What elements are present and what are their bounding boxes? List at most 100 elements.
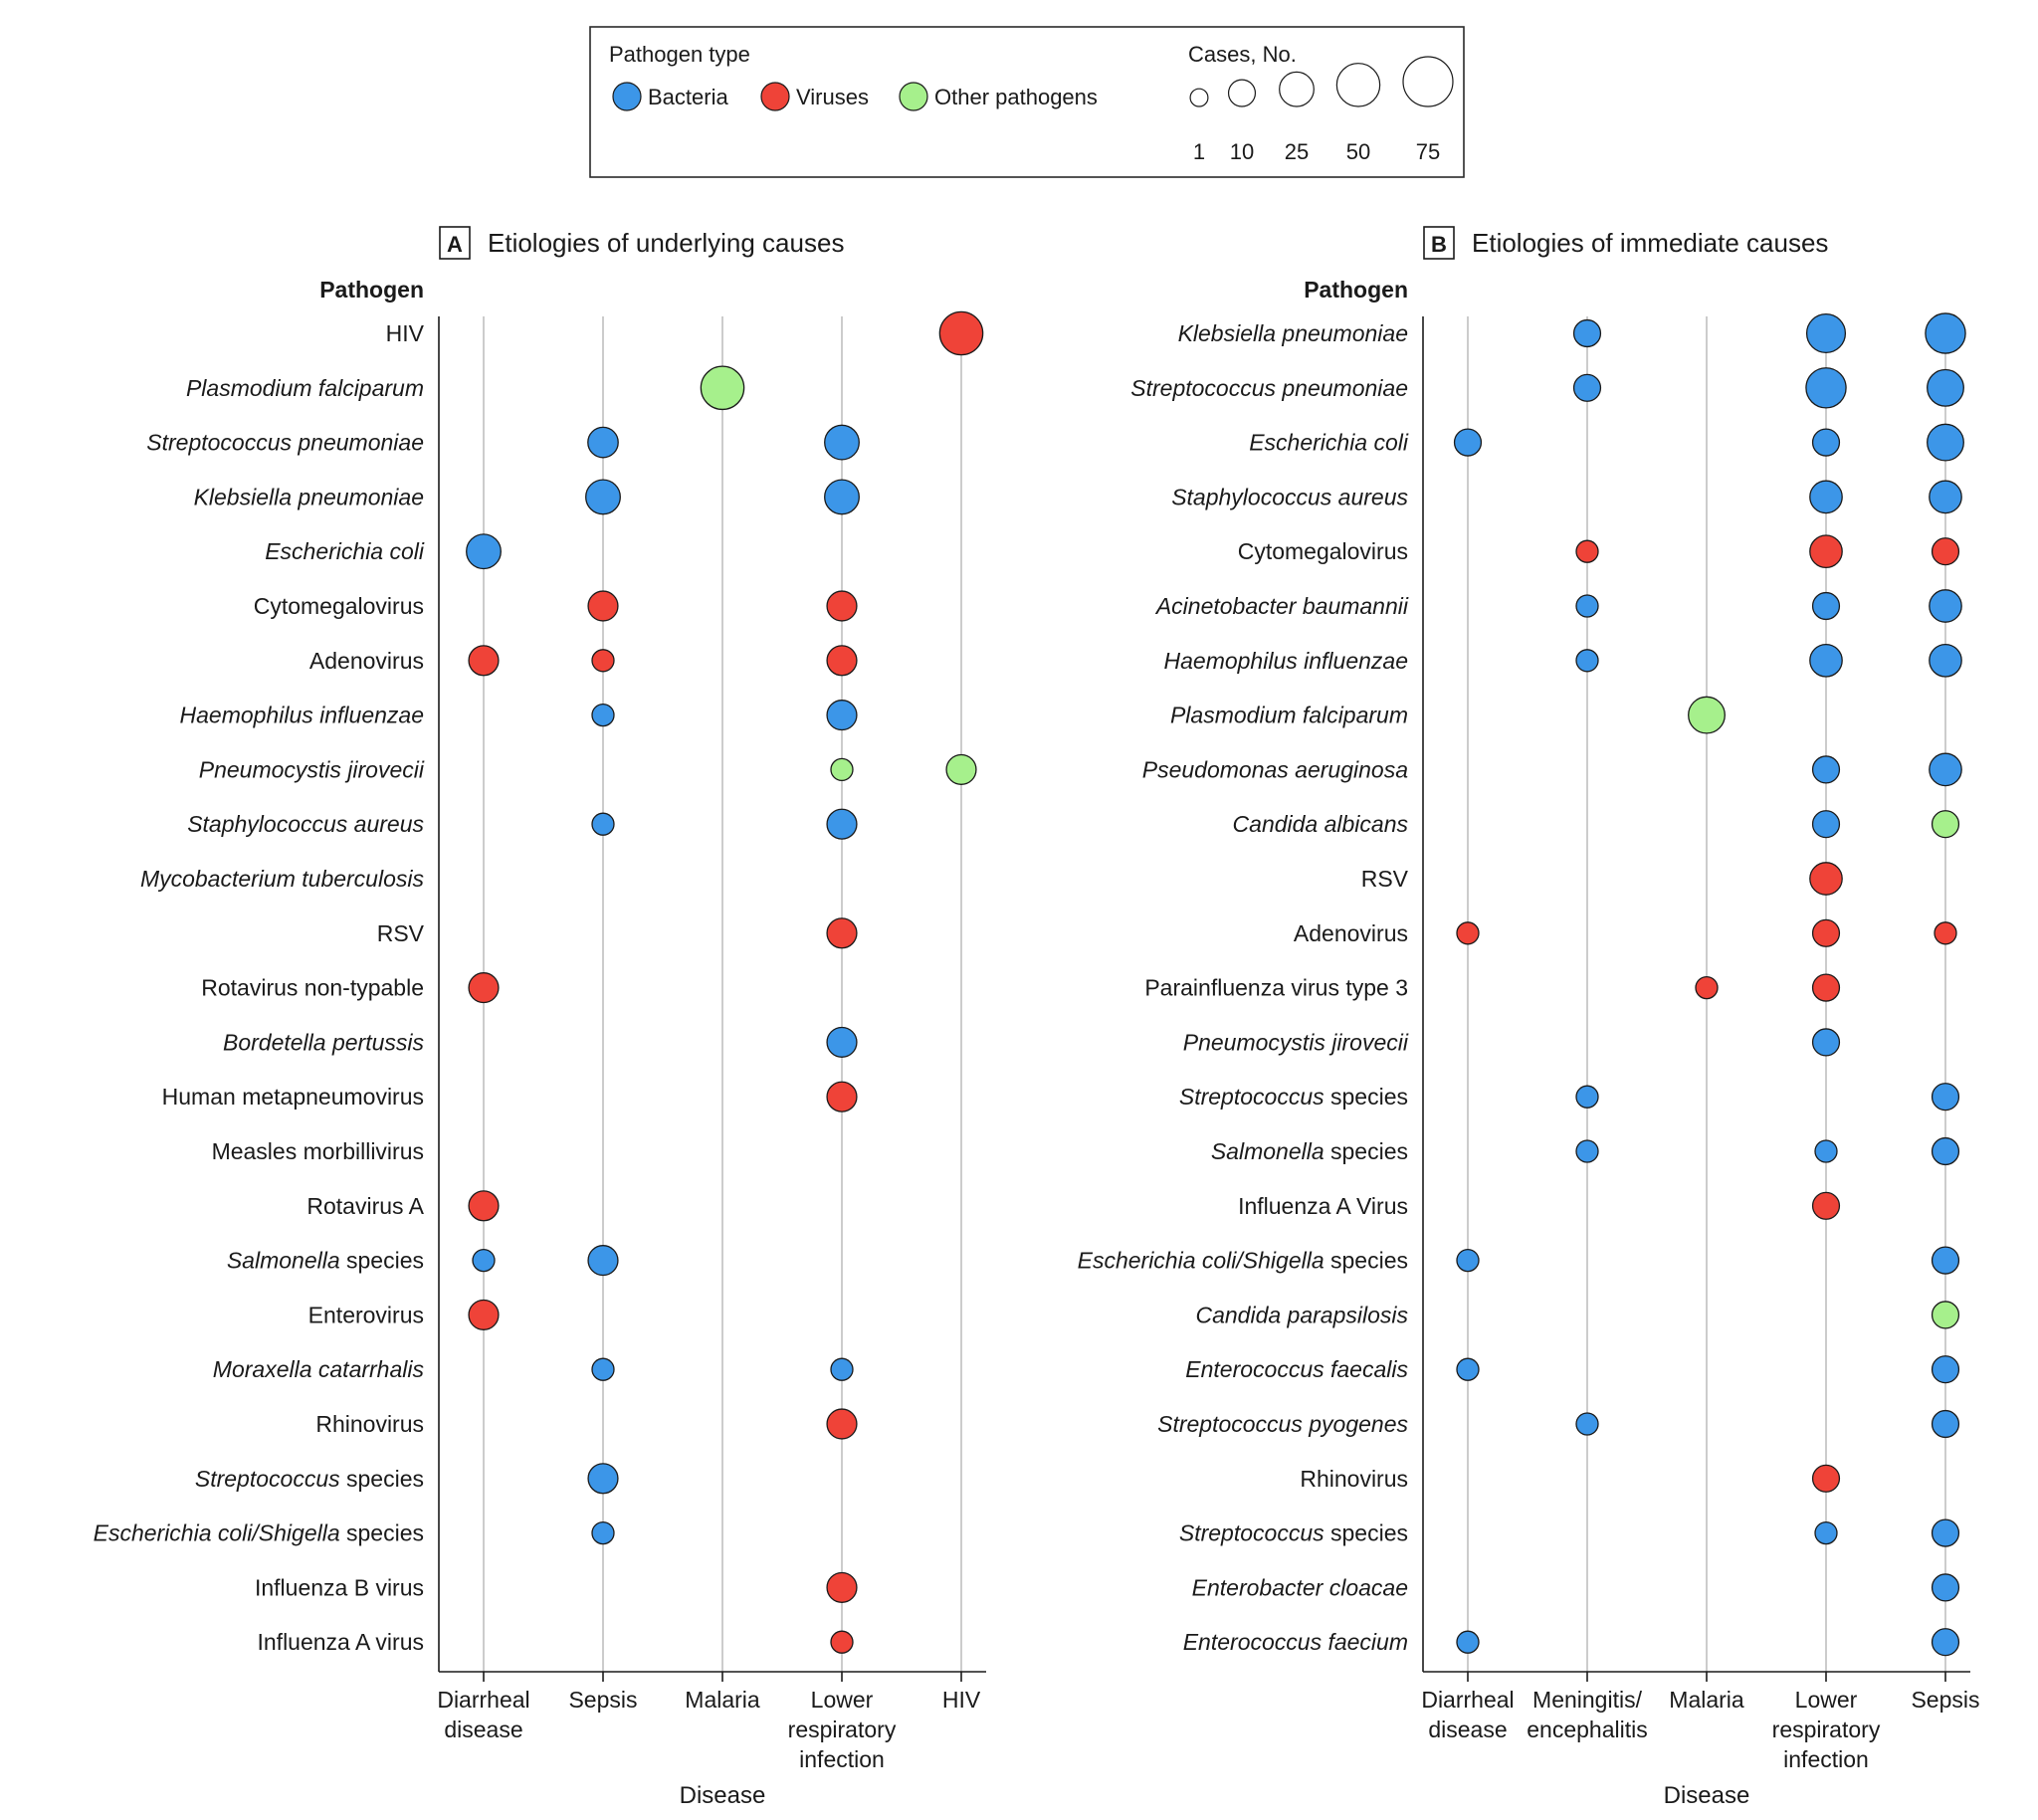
panel-a-bubble	[466, 533, 502, 570]
legend-size-circle-75	[1402, 56, 1454, 107]
panel-b-bubble	[1809, 534, 1843, 569]
panel-a-bubble	[472, 1248, 496, 1273]
panel-a-pathogen-label: Measles morbillivirus	[212, 1138, 424, 1164]
panel-b-bubble	[1931, 1246, 1960, 1275]
panel-b-bubble	[1931, 1518, 1960, 1547]
legend-type-title: Pathogen type	[609, 42, 750, 67]
panel-a-bubble	[591, 703, 615, 727]
panel-b-ylabel: Pathogen	[1304, 277, 1408, 303]
panel-a-pathogen-label: Streptococcus species	[195, 1466, 424, 1492]
panel-b-bubble	[1929, 643, 1962, 678]
panel-b-pathogen-label: Haemophilus influenzae	[1164, 648, 1409, 674]
panel-a-bubble	[826, 1571, 858, 1603]
panel-a-bubble	[587, 426, 619, 459]
panel-a-pathogen-label: Enterovirus	[308, 1302, 424, 1327]
legend-swatch-bacteria	[612, 82, 642, 111]
panel-a-letter-box	[439, 226, 471, 260]
legend-swatch-viruses	[760, 82, 790, 111]
panel-a-bubble	[938, 310, 984, 356]
panel-b-bubble	[1931, 1628, 1960, 1657]
panel-b-bubble	[1805, 367, 1847, 409]
panel-b-pathogen-label: Plasmodium falciparum	[1170, 703, 1408, 728]
panel-b-pathogen-label: Klebsiella pneumoniae	[1178, 320, 1408, 346]
panel-a-bubble	[826, 808, 858, 840]
legend-swatch-other	[899, 82, 928, 111]
panel-a-pathogen-label: Klebsiella pneumoniae	[194, 484, 424, 509]
panel-b-bubble	[1814, 1139, 1838, 1163]
panel-b-bubble	[1811, 1028, 1841, 1057]
legend-size-label-25: 25	[1285, 139, 1309, 164]
panel-b-bubble	[1929, 480, 1962, 514]
panel-b-bubble	[1572, 318, 1602, 348]
panel-a-bubble	[826, 1026, 858, 1058]
panel-b-x-tick-label: Malaria	[1669, 1687, 1744, 1713]
panel-b-bubble	[1811, 591, 1841, 621]
panel-b-bubble	[1927, 423, 1964, 462]
panel-a-pathogen-label: Adenovirus	[309, 648, 424, 674]
panel-a-bubble	[945, 753, 977, 785]
panel-a-bubble	[468, 972, 500, 1004]
panel-b-bubble	[1575, 1412, 1599, 1436]
panel-a-bubble	[830, 1630, 854, 1654]
panel-a-pathogen-label: Influenza A virus	[258, 1629, 425, 1655]
panel-a-bubble	[591, 812, 615, 836]
panel-b-bubble	[1811, 428, 1841, 457]
legend-label-bacteria: Bacteria	[648, 85, 728, 109]
panel-b-x-tick-label: Diarrheal disease	[1421, 1687, 1514, 1742]
panel-a-bubble	[468, 1190, 500, 1222]
legend-size-label-10: 10	[1230, 139, 1254, 164]
panel-b-bubble	[1814, 1520, 1838, 1545]
panel-b-bubble	[1456, 1357, 1480, 1381]
legend-label-other: Other pathogens	[934, 85, 1098, 109]
panel-b-bubble	[1809, 480, 1843, 514]
panel-a-pathogen-label: Influenza B virus	[255, 1574, 424, 1600]
panel-b-bubble	[1456, 1248, 1480, 1273]
panel-a-pathogen-label: Salmonella species	[227, 1248, 424, 1274]
panel-a-bubble	[591, 1520, 615, 1545]
panel-a: A Etiologies of underlying causes Pathogen…	[94, 226, 986, 1809]
legend-size-circle-10	[1227, 79, 1257, 107]
panel-b-letter: B	[1431, 232, 1447, 257]
panel-b-x-tick-label: Meningitis/encephalitis	[1527, 1687, 1647, 1742]
panel-a-bubble	[826, 590, 858, 622]
panel-b-bubble	[1929, 752, 1962, 787]
panel-b-pathogen-label: Pneumocystis jirovecii	[1183, 1029, 1409, 1055]
panel-a-bubble	[700, 365, 745, 411]
panel-a-xlabel: Disease	[680, 1782, 766, 1809]
panel-a-bubble	[468, 645, 500, 677]
panel-b-pathogen-label: Salmonella species	[1211, 1138, 1408, 1164]
panel-b-bubble	[1934, 921, 1957, 945]
legend-size-circle-1	[1189, 88, 1209, 107]
panel-a-bubble	[830, 757, 854, 782]
panel-a-x-tick-label: Sepsis	[568, 1687, 637, 1713]
panel-a-pathogen-label: Bordetella pertussis	[223, 1029, 424, 1055]
legend-box	[589, 26, 1465, 178]
panel-b-pathogen-label: Acinetobacter baumannii	[1154, 593, 1409, 619]
panel-b-bubble	[1572, 373, 1602, 402]
panel-a-pathogen-label: Human metapneumovirus	[162, 1084, 424, 1110]
panel-b-pathogen-label: Enterobacter cloacae	[1192, 1574, 1408, 1600]
panel-a-bubble	[587, 1463, 619, 1495]
panel-a-pathogen-label: Escherichia coli/Shigella species	[94, 1520, 424, 1546]
panel-a-bubble	[826, 645, 858, 677]
panel-b-bubble	[1805, 312, 1847, 354]
panel-a-bubble	[591, 1357, 615, 1381]
panel-a-pathogen-label: Escherichia coli	[265, 538, 425, 564]
panel-a-title: Etiologies of underlying causes	[488, 228, 844, 258]
legend-size-label-75: 75	[1416, 139, 1440, 164]
panel-a-pathogen-label: Rotavirus A	[306, 1193, 424, 1219]
panel-b-pathogen-label: Streptococcus pyogenes	[1157, 1411, 1408, 1437]
panel-a-x-tick-label: Lower respiratory infection	[788, 1687, 897, 1772]
panel-b-pathogen-label: Candida parapsilosis	[1195, 1302, 1408, 1327]
panel-b-bubble	[1931, 1301, 1960, 1329]
panel-b-bubble	[1811, 810, 1841, 839]
panel-a-x-tick-label: Diarrheal disease	[437, 1687, 529, 1742]
panel-b-pathogen-label: RSV	[1361, 866, 1409, 892]
panel-a-bubble	[468, 1299, 500, 1330]
panel-b-bubble	[1931, 1573, 1960, 1602]
legend: Pathogen type Cases, No. Bacteria Viruses…	[589, 26, 1465, 178]
panel-b-pathogen-label: Enterococcus faecalis	[1185, 1356, 1408, 1382]
panel-a-bubble	[824, 424, 860, 461]
panel-b-bubble	[1925, 312, 1966, 354]
